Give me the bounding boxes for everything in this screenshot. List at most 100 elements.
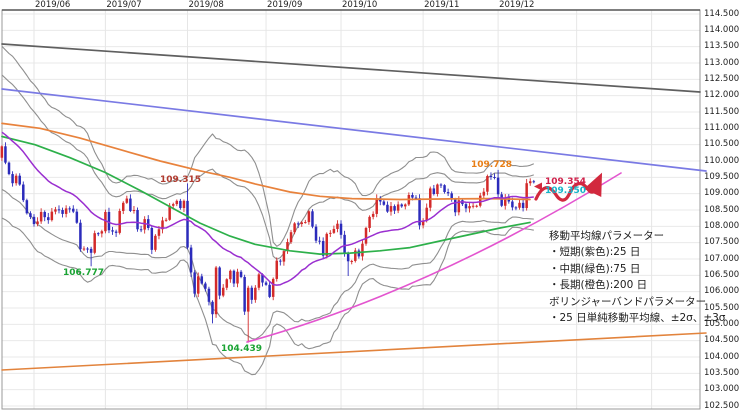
candle [400,203,403,208]
x-axis-month-label: 2019/11 [424,0,460,10]
candle [179,198,182,210]
price-annotation-last-price-bid: 109.350 [545,186,586,196]
current-price-marker [534,182,542,191]
x-axis-month-label: 2019/07 [106,0,142,10]
candle [143,216,146,234]
candle [50,207,54,222]
y-axis-tick-label: 112.500 [704,73,740,84]
y-axis-tick-label: 113.500 [704,41,740,52]
candle [25,198,29,215]
candle [107,207,111,234]
candle [47,212,50,224]
candle [214,265,218,318]
candle [479,192,482,208]
candle [425,203,428,223]
candle [518,199,521,210]
candle [371,211,375,220]
y-axis-tick-label: 108.000 [704,220,740,231]
grid-layer [1,9,701,410]
candle [432,184,436,196]
y-axis-tick-label: 114.000 [704,24,740,35]
candle [493,173,496,180]
candle [196,272,200,298]
candle [139,225,143,233]
candle [122,201,125,215]
price-annotation-last-price-ask: 109.354 [545,177,586,187]
candle [336,220,339,233]
candle [396,201,400,214]
legend-parameters: 移動平均線パラメーター ・短期(紫色):25 日 ・中期(緑色):75 日 ・長… [549,228,734,326]
candle [118,208,121,235]
candle [329,230,332,238]
trendline-orange-support [1,332,707,371]
candle [364,226,368,246]
candle [357,248,361,259]
candle [521,199,525,212]
y-axis-tick-label: 111.000 [704,122,740,133]
candle [254,285,257,303]
candle [268,281,271,299]
candle [61,207,64,218]
candle [243,274,246,315]
candle [229,269,232,283]
y-axis-tick-label: 112.000 [704,90,740,101]
legend-ma-short: ・短期(紫色):25 日 [549,246,641,259]
candle [193,270,196,298]
x-axis-month-label: 2019/10 [342,0,378,10]
candle [375,194,378,218]
candle [471,202,475,209]
candle [129,194,132,213]
candle [72,205,75,214]
candle [454,197,457,217]
candle [22,181,25,203]
ma-25-purple [1,131,534,286]
candle [464,201,468,213]
candle [136,207,139,232]
y-axis-tick-label: 110.000 [704,155,740,166]
candle [89,246,93,267]
x-axis-month-label: 2019/12 [499,0,535,10]
ma-75-green [1,135,531,255]
y-axis-tick-label: 114.500 [704,8,740,19]
candle [232,269,236,287]
candle [125,195,129,204]
x-axis-month-label: 2019/06 [35,0,71,10]
y-axis-tick-label: 103.500 [704,367,740,378]
candle [286,238,289,254]
candle [104,209,107,234]
candle [93,230,96,255]
candle [97,232,100,237]
candle [236,268,239,288]
trend-forecast-arrow [534,172,603,202]
y-axis-tick-label: 107.000 [704,253,740,264]
candle [36,217,39,227]
y-axis-tick-label: 102.500 [704,400,740,411]
candle [239,269,243,279]
candle [7,161,11,176]
candle [57,205,61,214]
candle [339,220,343,239]
x-axis-month-label: 2019/08 [188,0,224,10]
candle [68,206,71,213]
candle [496,169,500,199]
y-axis-tick-label: 108.500 [704,204,740,215]
candle [18,173,21,186]
candle [275,257,279,282]
candle [486,174,489,196]
trendline-magenta [246,172,622,343]
candle [0,145,4,161]
trendline-gray-resistance [1,43,701,93]
candle [346,251,350,276]
candle [221,284,225,298]
y-axis-tick-label: 109.000 [704,188,740,199]
candle [446,188,450,197]
candle [304,219,307,224]
candle [421,218,425,229]
y-axis-tick-label: 110.500 [704,139,740,150]
candle [393,204,396,214]
y-axis-tick-label: 109.500 [704,171,740,182]
candle [250,285,254,304]
candle [532,179,536,184]
price-annotation-aug1-high: 109.315 [160,175,201,185]
